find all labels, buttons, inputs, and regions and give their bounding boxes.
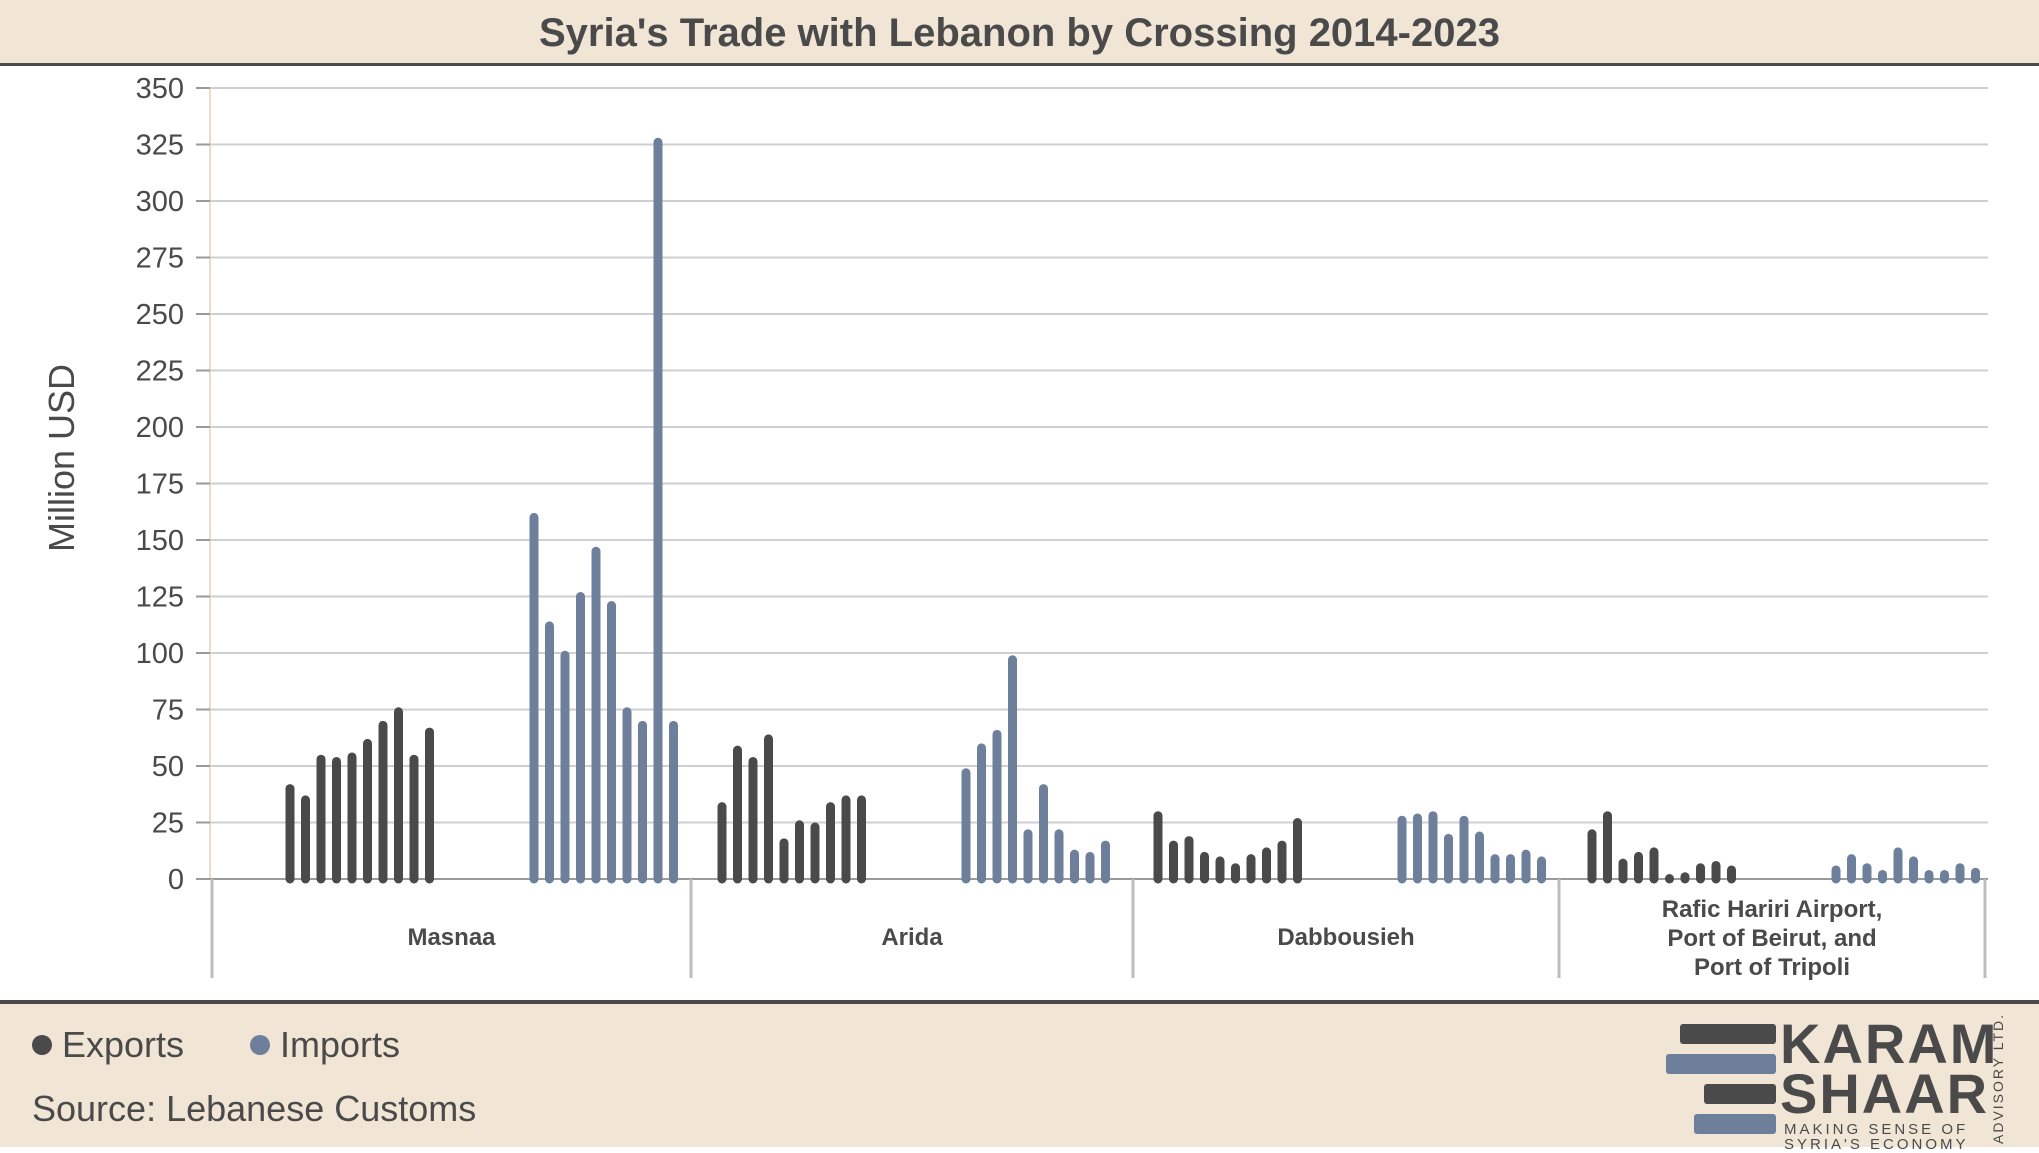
group-dabbousieh — [1153, 811, 1546, 884]
logo-tagline: MAKING SENSE OF SYRIA'S ECONOMY — [1784, 1121, 1969, 1153]
karam-shaar-logo: KARAM SHAAR MAKING SENSE OF SYRIA'S ECON… — [1660, 1012, 2030, 1152]
y-axis-label: Million USD — [41, 364, 82, 552]
source-note: Source: Lebanese Customs — [32, 1088, 477, 1129]
gridlines — [196, 87, 1988, 880]
logo-bar-4 — [1694, 1114, 1776, 1134]
y-tick-label: 150 — [136, 525, 184, 557]
bars — [285, 137, 1980, 884]
y-tick-label: 25 — [152, 808, 184, 840]
x-category-label: Dabbousieh — [1277, 924, 1414, 951]
y-axis-ticks: 0 25 50 75 100 125 150 175 200 225 250 275 300 325 350 — [136, 73, 184, 896]
x-category-label: Port of Tripoli — [1694, 954, 1850, 981]
footer-bar: Exports Imports Source: Lebanese Customs… — [0, 1000, 2039, 1152]
bar-chart: Million USD 0 25 50 75 100 125 150 175 200 225 250… — [41, 73, 1988, 981]
y-tick-label: 200 — [136, 412, 184, 444]
chart-title: Syria's Trade with Lebanon by Crossing 2… — [539, 11, 1500, 55]
y-tick-label: 225 — [136, 356, 184, 388]
logo-bar-1 — [1680, 1024, 1776, 1044]
legend-imports-label: Imports — [280, 1024, 401, 1065]
x-category-label: Rafic Hariri Airport, — [1662, 896, 1883, 923]
y-tick-label: 275 — [136, 243, 184, 275]
x-axis: Masnaa Arida Dabbousieh Rafic Hariri Airpor… — [210, 879, 1987, 981]
logo-bar-3 — [1704, 1084, 1776, 1104]
x-category-label: Arida — [881, 924, 943, 951]
x-category-label: Port of Beirut, and — [1667, 925, 1876, 952]
y-tick-label: 325 — [136, 130, 184, 162]
header-bar: Syria's Trade with Lebanon by Crossing 2… — [0, 0, 2039, 66]
y-tick-label: 125 — [136, 582, 184, 614]
imports-dot-icon — [250, 1035, 270, 1055]
y-tick-label: 50 — [152, 751, 184, 783]
legend-exports-label: Exports — [62, 1024, 185, 1065]
group-arida — [717, 655, 1110, 884]
logo-side-label: ADVISORY LTD. — [1990, 1012, 2006, 1144]
y-tick-label: 0 — [168, 864, 184, 896]
y-tick-label: 350 — [136, 73, 184, 105]
y-tick-label: 100 — [136, 638, 184, 670]
logo-side-text: ADVISORY LTD. — [1990, 1013, 2006, 1144]
y-tick-label: 250 — [136, 299, 184, 331]
legend-imports: Imports — [250, 1024, 400, 1066]
exports-dot-icon — [32, 1035, 52, 1055]
legend-exports: Exports — [32, 1024, 184, 1066]
group-masnaa — [285, 137, 678, 884]
x-category-label: Masnaa — [407, 924, 496, 951]
logo-bar-2 — [1666, 1054, 1776, 1074]
y-tick-label: 300 — [136, 186, 184, 218]
group-rafic-hariri-airport — [1587, 811, 1980, 884]
logo-text-karam: KARAM — [1780, 1012, 1999, 1075]
logo-text-shaar: SHAAR — [1780, 1062, 1990, 1125]
y-tick-label: 75 — [152, 695, 184, 727]
y-tick-label: 175 — [136, 469, 184, 501]
